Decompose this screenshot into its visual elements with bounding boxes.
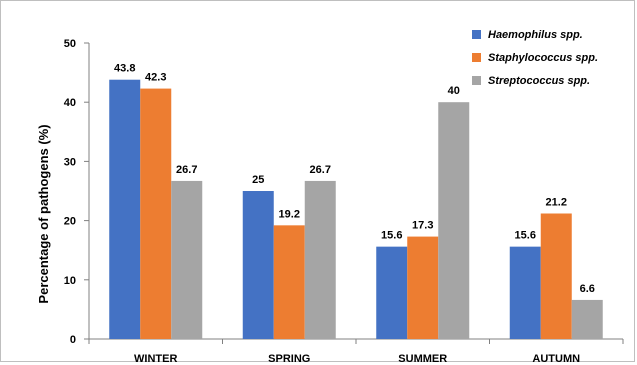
bar xyxy=(273,225,305,339)
bar xyxy=(140,88,172,339)
data-label: 43.8 xyxy=(114,63,135,75)
bar xyxy=(242,191,274,339)
y-tick-label: 50 xyxy=(64,38,76,50)
data-label: 6.6 xyxy=(580,283,595,295)
y-axis-title-group: Percentage of pathogens (%) xyxy=(36,124,51,303)
data-label: 15.6 xyxy=(515,230,536,242)
data-label: 42.3 xyxy=(145,72,166,84)
bar xyxy=(407,236,439,339)
data-label: 19.2 xyxy=(279,208,300,220)
y-tick-label: 10 xyxy=(64,275,76,287)
bars xyxy=(109,79,603,339)
x-tick-label: SPRING xyxy=(268,353,310,365)
y-tick-label: 0 xyxy=(70,334,76,346)
data-label: 21.2 xyxy=(546,196,567,208)
data-label: 40 xyxy=(448,85,460,97)
data-label: 15.6 xyxy=(381,230,402,242)
bar xyxy=(304,180,336,339)
legend-swatch xyxy=(472,30,481,39)
bar xyxy=(438,102,470,339)
bar xyxy=(571,299,603,339)
x-tick-label: SUMMER xyxy=(398,353,447,365)
legend-swatch xyxy=(472,76,481,85)
data-label: 17.3 xyxy=(412,220,433,232)
y-tick-label: 40 xyxy=(64,97,76,109)
legend: Haemophilus spp. Staphylococcus spp. Strep… xyxy=(472,29,598,87)
x-tick-label: WINTER xyxy=(134,353,177,365)
data-label: 26.7 xyxy=(310,164,331,176)
bar xyxy=(109,79,141,339)
y-tick-label: 30 xyxy=(64,156,76,168)
legend-label: Staphylococcus spp. xyxy=(488,52,598,64)
data-label: 25 xyxy=(252,174,264,186)
bar xyxy=(509,246,541,339)
legend-swatch xyxy=(472,53,481,62)
bar xyxy=(376,246,408,339)
data-label: 26.7 xyxy=(176,164,197,176)
legend-label: Streptococcus spp. xyxy=(488,75,590,87)
x-ticks: WINTER SPRING SUMMER AUTUMN xyxy=(88,339,624,365)
y-ticks: 0 10 20 30 40 50 xyxy=(64,38,89,346)
bar xyxy=(540,213,572,339)
y-axis-title: Percentage of pathogens (%) xyxy=(36,124,51,303)
data-labels: 43.8 42.3 26.7 25 19.2 26.7 15.6 17.3 40 15.6 21.2… xyxy=(114,63,595,295)
legend-label: Haemophilus spp. xyxy=(488,29,583,41)
x-tick-label: AUTUMN xyxy=(532,353,580,365)
y-tick-label: 20 xyxy=(64,216,76,228)
bar xyxy=(171,180,203,339)
